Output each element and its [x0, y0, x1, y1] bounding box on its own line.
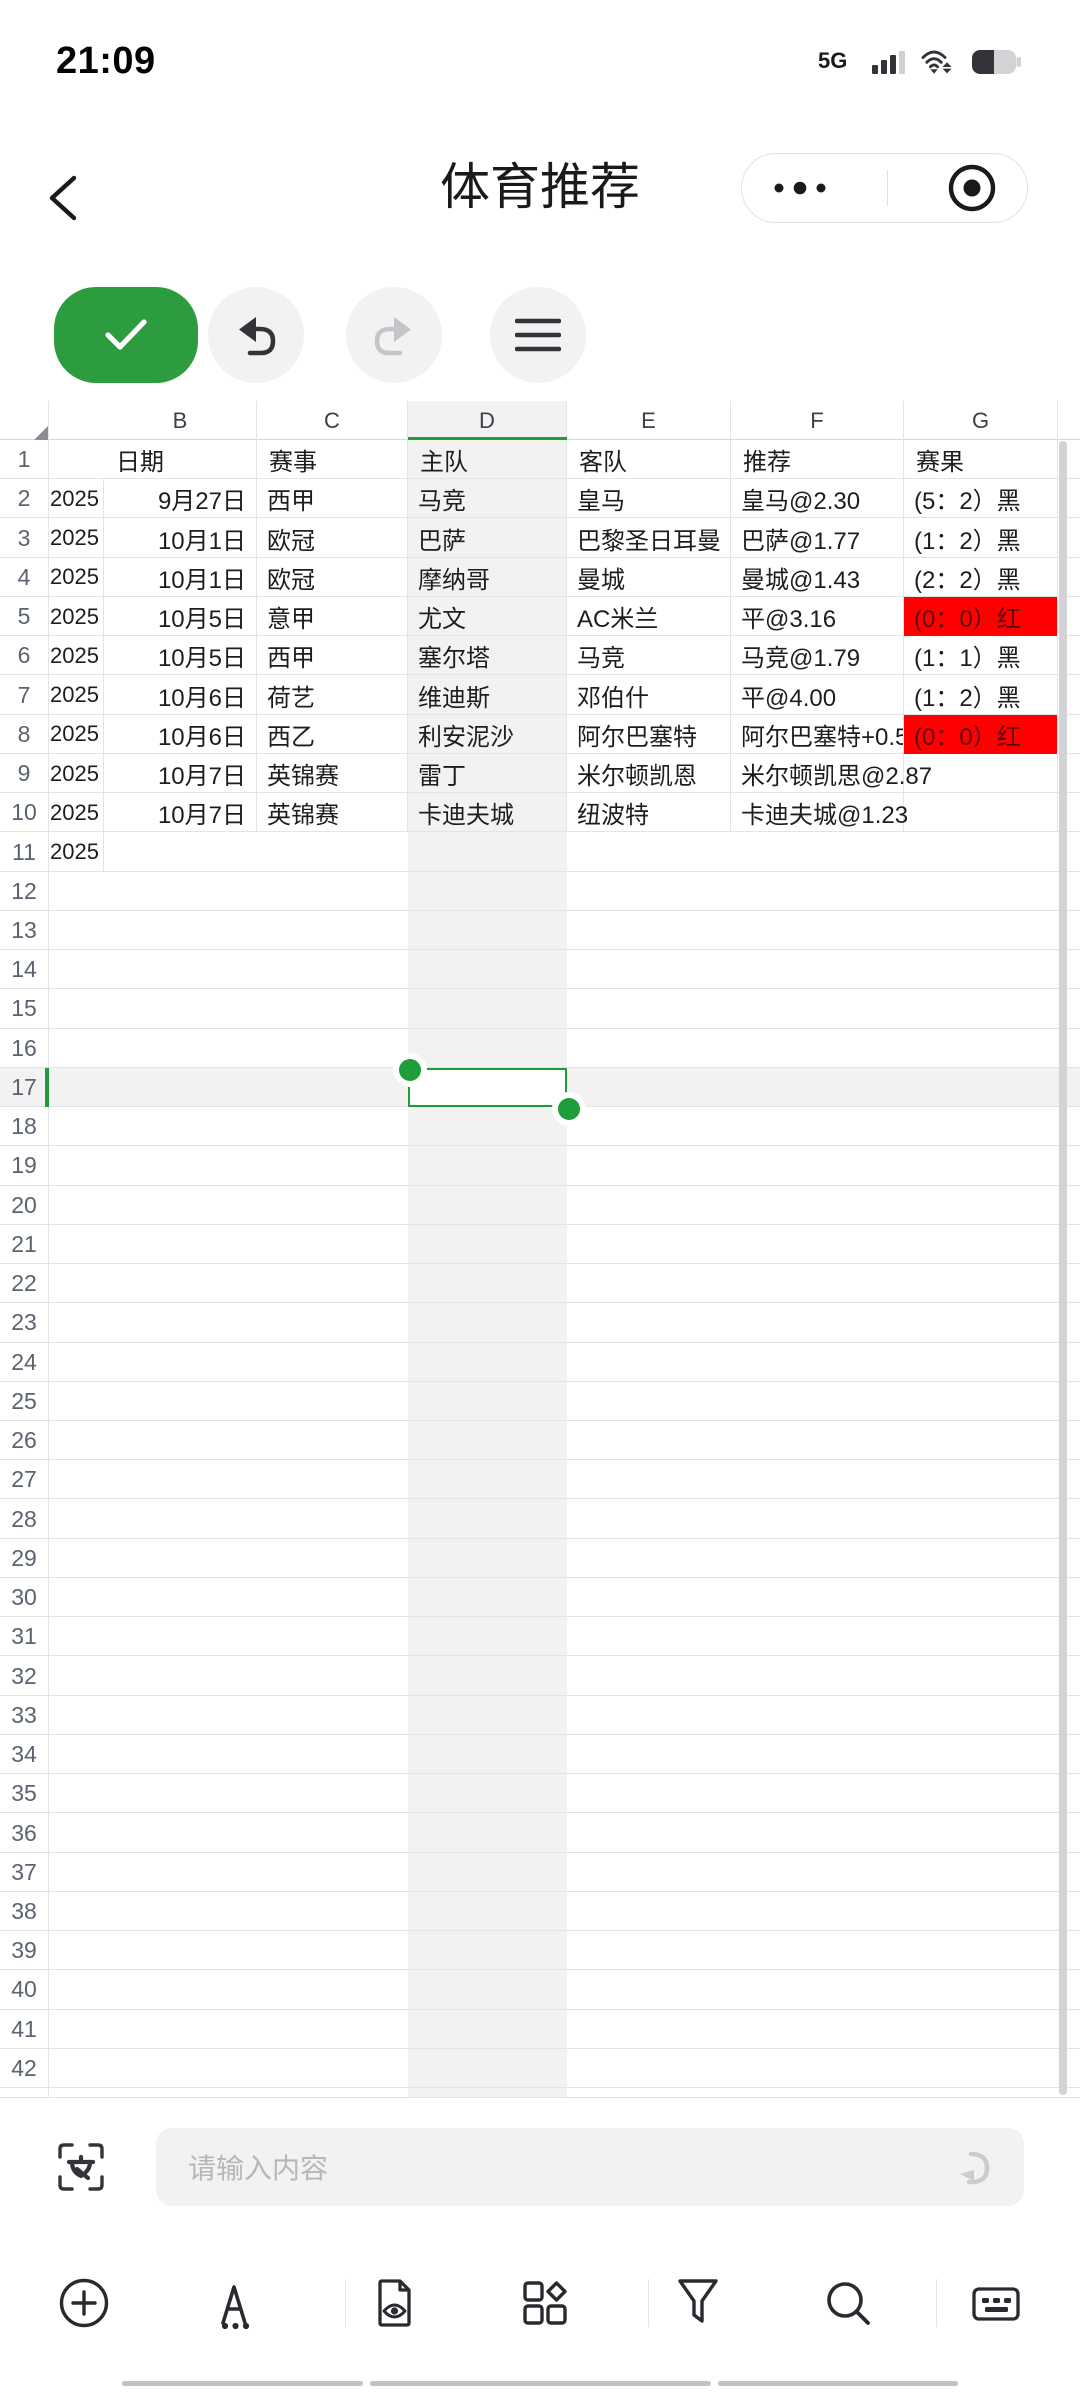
svg-text:5G: 5G	[818, 48, 847, 73]
